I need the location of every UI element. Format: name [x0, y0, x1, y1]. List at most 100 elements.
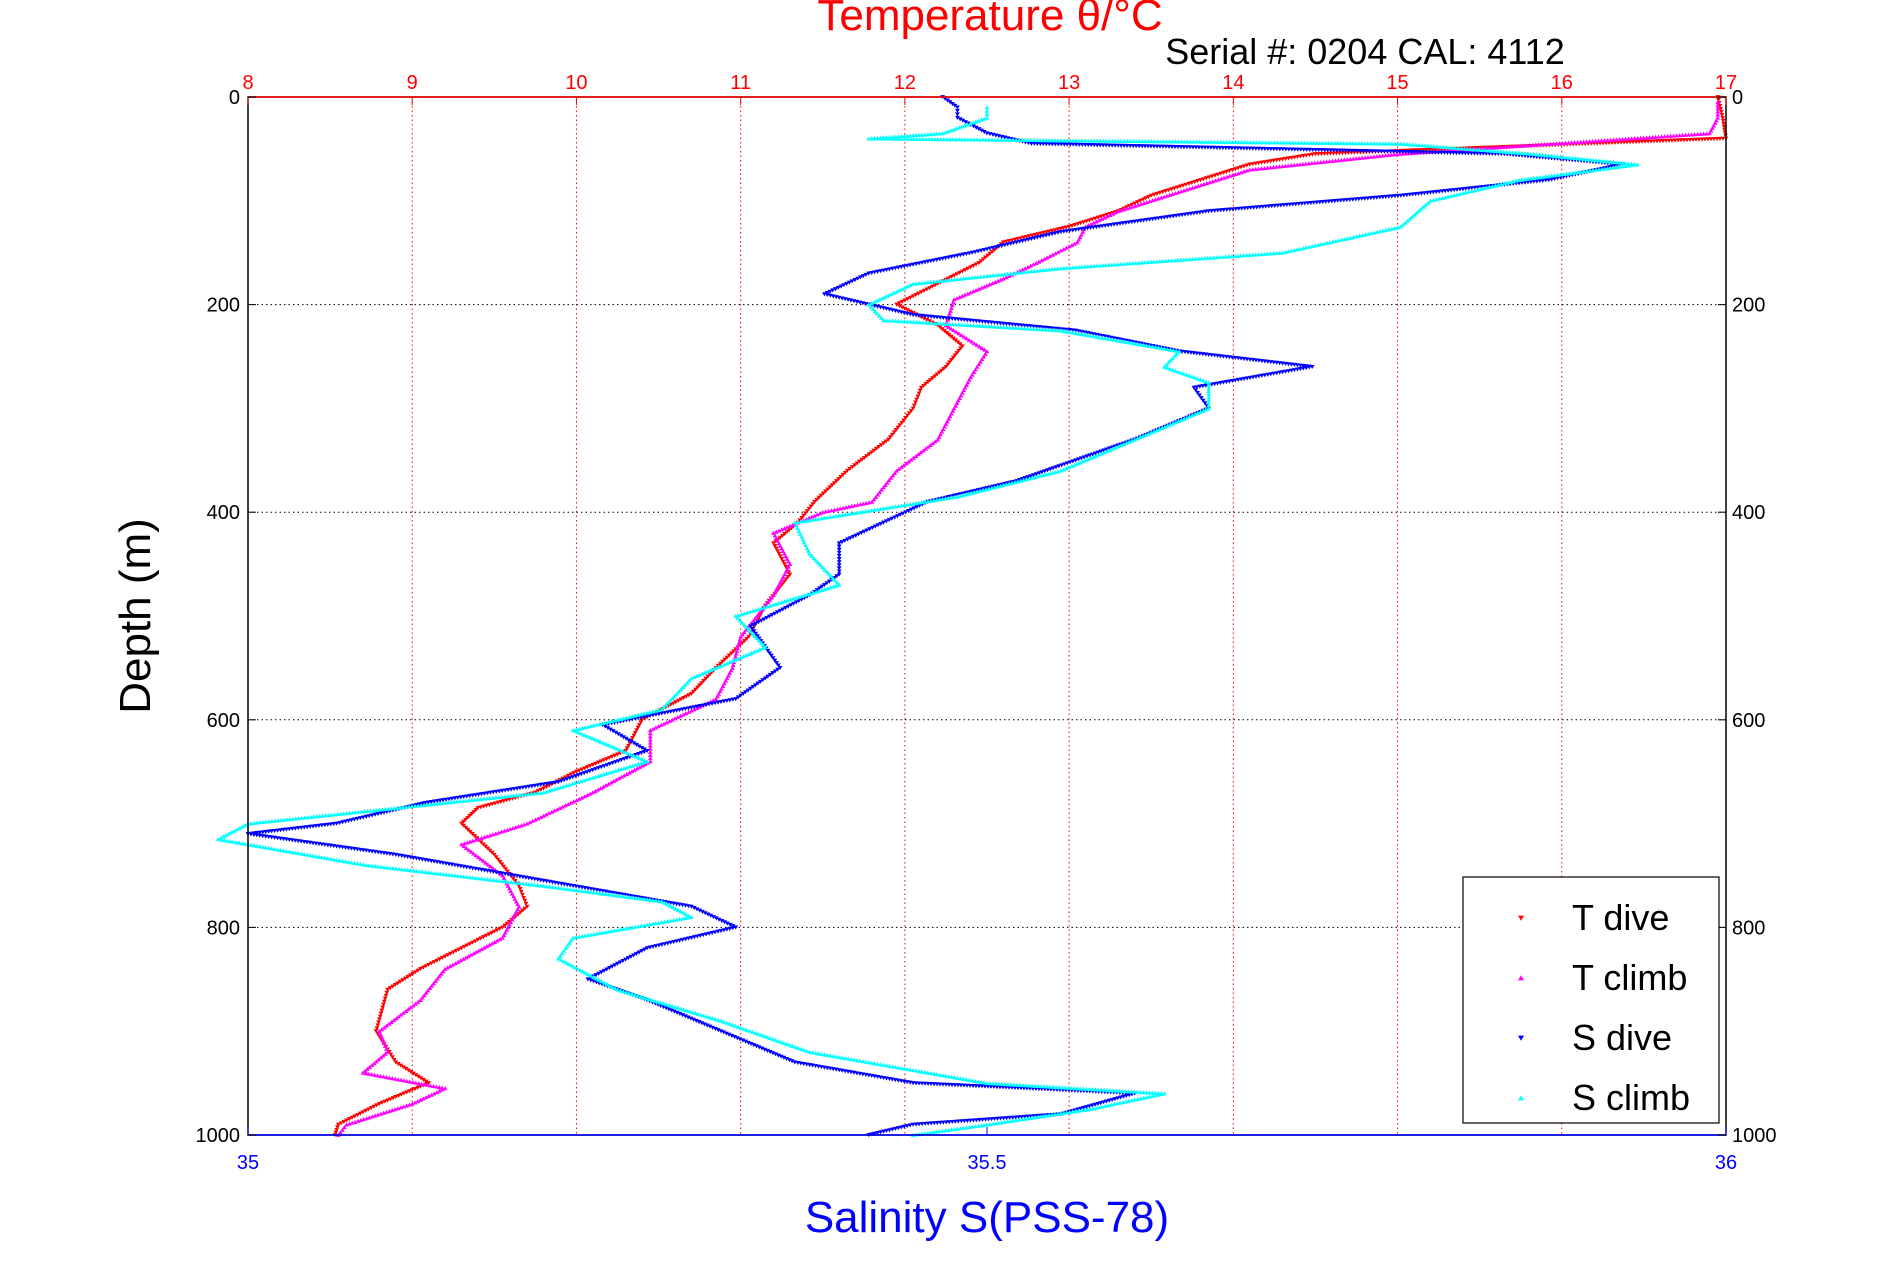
data-point [899, 299, 905, 304]
data-point [1350, 156, 1356, 161]
data-point [1052, 328, 1058, 333]
data-point [776, 528, 782, 533]
data-point [1557, 141, 1562, 146]
data-point [493, 855, 499, 860]
data-point [847, 536, 853, 541]
data-point [558, 957, 564, 962]
data-point [520, 892, 525, 897]
data-point [765, 674, 771, 679]
data-point [1010, 137, 1016, 142]
data-point [957, 276, 963, 281]
data-point [803, 543, 809, 548]
data-point [979, 285, 984, 290]
data-point [1581, 139, 1586, 144]
data-point [863, 500, 869, 505]
data-point [593, 761, 599, 766]
data-point [741, 629, 747, 635]
data-point [468, 849, 474, 854]
data-point [365, 808, 370, 813]
data-point [1284, 140, 1290, 145]
data-point [352, 1114, 358, 1119]
data-point [1315, 160, 1321, 165]
data-point [1038, 473, 1044, 478]
data-point [931, 131, 937, 136]
data-point [1377, 141, 1383, 146]
data-point [924, 287, 930, 292]
data-point [1115, 262, 1121, 267]
data-point [969, 372, 975, 377]
data-point [984, 105, 990, 110]
data-point [632, 924, 638, 929]
data-point [666, 1007, 672, 1012]
data-point [666, 1003, 672, 1008]
data-point [431, 870, 437, 875]
data-point [1029, 475, 1035, 480]
data-point [1193, 256, 1199, 261]
data-point [683, 711, 689, 716]
data-point [669, 1003, 675, 1009]
data-point [514, 880, 520, 885]
data-point [418, 1097, 423, 1102]
data-point [1475, 187, 1481, 192]
data-point [1389, 152, 1395, 157]
data-point [1611, 165, 1617, 170]
data-point [954, 351, 960, 356]
data-point [574, 798, 579, 803]
data-point [1558, 172, 1563, 177]
data-point [969, 275, 975, 280]
data-point [764, 615, 770, 621]
data-point [973, 288, 979, 293]
data-point [748, 686, 753, 691]
data-point [863, 272, 869, 277]
data-point [1626, 161, 1631, 166]
data-point [1540, 152, 1546, 157]
data-point [721, 1030, 727, 1035]
data-point [1058, 468, 1064, 473]
data-point [907, 1067, 913, 1072]
data-point [984, 115, 990, 120]
data-point [647, 740, 653, 745]
data-point [750, 623, 756, 628]
data-point [1575, 156, 1581, 161]
data-point [1017, 1082, 1023, 1087]
data-point [674, 1010, 680, 1015]
data-point [466, 847, 472, 852]
data-point [770, 602, 776, 607]
data-point [357, 861, 363, 867]
data-point [305, 815, 311, 820]
data-point [901, 133, 907, 138]
data-point [667, 718, 672, 724]
data-point [731, 649, 736, 654]
data-point [898, 503, 904, 508]
data-point [1061, 467, 1067, 472]
data-point [439, 1087, 445, 1092]
data-point [995, 137, 1001, 142]
data-point [777, 665, 783, 671]
data-point [1338, 140, 1344, 146]
data-point [799, 593, 805, 599]
data-point [379, 1008, 385, 1013]
data-point [946, 1127, 951, 1132]
data-point [876, 313, 882, 318]
data-point [1200, 378, 1206, 383]
data-point [514, 793, 520, 798]
data-point [530, 818, 536, 823]
data-point [1280, 250, 1285, 255]
data-point [927, 319, 932, 324]
data-point [308, 814, 314, 819]
data-point [795, 526, 800, 531]
data-point [675, 907, 681, 912]
legend-marker [1518, 1035, 1524, 1041]
data-point [1516, 150, 1522, 155]
data-point [914, 319, 920, 325]
data-point [232, 828, 237, 833]
data-point [298, 851, 304, 856]
data-point [1148, 430, 1154, 435]
data-point [880, 295, 886, 301]
data-point [1329, 140, 1335, 145]
data-point [442, 966, 448, 971]
data-point [842, 1056, 848, 1061]
data-point [433, 801, 439, 806]
data-point [976, 261, 982, 266]
